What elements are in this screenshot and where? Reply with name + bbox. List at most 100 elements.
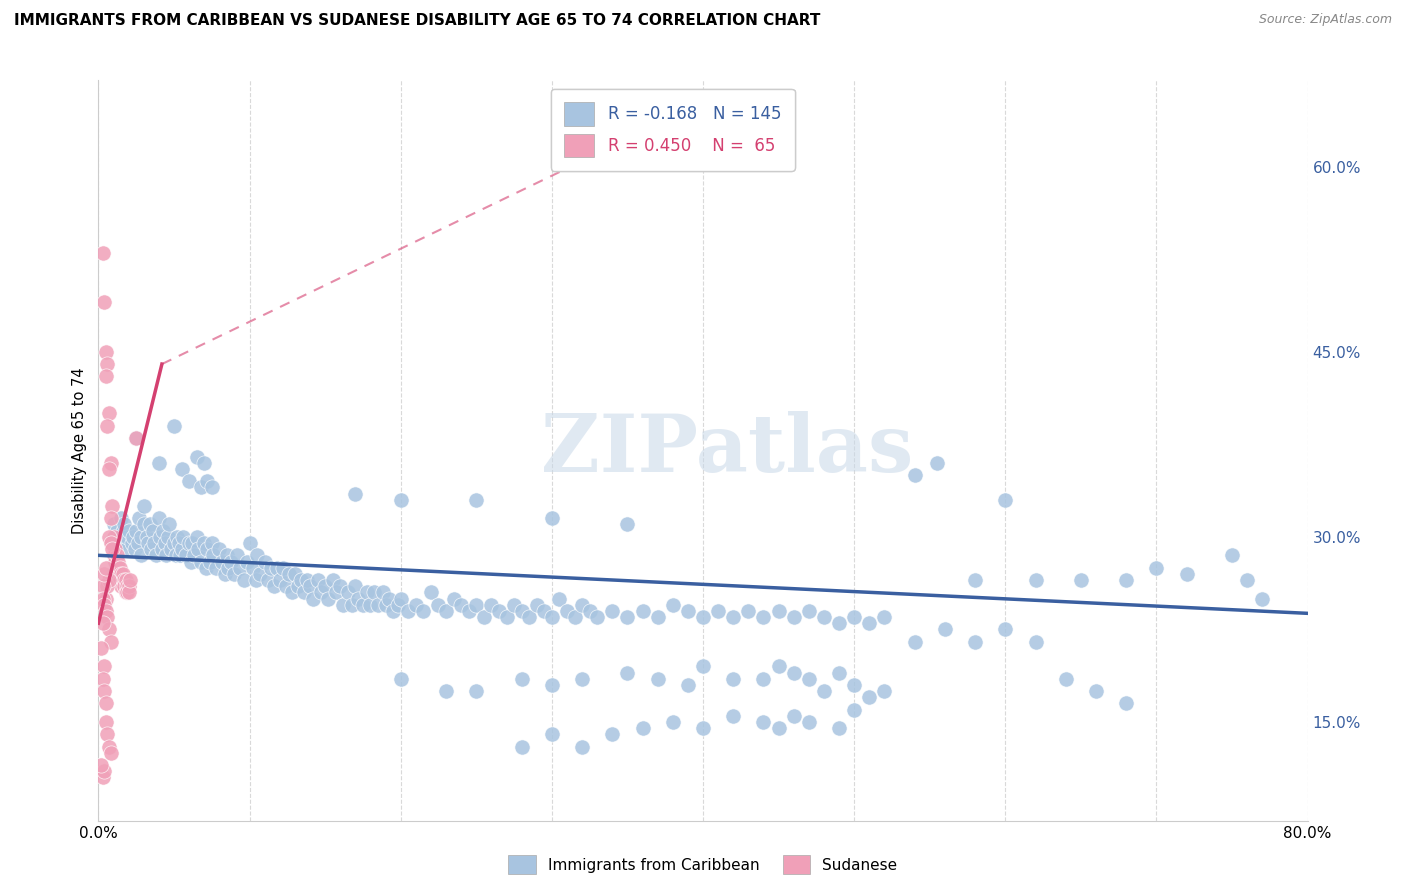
Point: [115, 579, 138, 593]
Point: [363, 585, 385, 599]
Point: [495, 610, 517, 624]
Point: [377, 591, 399, 606]
Point: [114, 585, 136, 599]
Point: [193, 536, 215, 550]
Point: [170, 542, 193, 557]
Point: [167, 536, 190, 550]
Point: [93, 684, 115, 698]
Point: [107, 555, 129, 569]
Point: [208, 542, 231, 557]
Point: [190, 481, 212, 495]
Point: [125, 431, 148, 445]
Point: [374, 598, 396, 612]
Point: [211, 555, 233, 569]
Point: [342, 598, 364, 612]
Point: [127, 536, 149, 550]
Point: [309, 585, 332, 599]
Point: [387, 598, 409, 612]
Point: [347, 591, 370, 606]
Point: [200, 555, 222, 569]
Point: [156, 530, 179, 544]
Point: [125, 524, 148, 538]
Point: [316, 591, 339, 606]
Point: [217, 560, 239, 574]
Point: [292, 585, 315, 599]
Point: [96, 727, 118, 741]
Point: [927, 456, 949, 470]
Point: [229, 560, 252, 574]
Point: [111, 566, 134, 581]
Legend: R = -0.168   N = 145, R = 0.450    N =  65: R = -0.168 N = 145, R = 0.450 N = 65: [551, 88, 794, 170]
Point: [647, 672, 669, 686]
Point: [91, 591, 114, 606]
Point: [239, 536, 262, 550]
Point: [215, 549, 238, 563]
Point: [98, 623, 121, 637]
Point: [93, 659, 115, 673]
Point: [98, 407, 121, 421]
Point: [540, 511, 562, 525]
Point: [260, 560, 283, 574]
Point: [367, 598, 389, 612]
Point: [245, 573, 267, 587]
Point: [287, 579, 309, 593]
Point: [100, 746, 122, 760]
Point: [616, 610, 638, 624]
Point: [91, 579, 114, 593]
Point: [101, 542, 124, 557]
Point: [253, 555, 276, 569]
Point: [783, 610, 806, 624]
Point: [389, 591, 412, 606]
Point: [181, 536, 204, 550]
Point: [336, 585, 359, 599]
Point: [631, 721, 654, 735]
Point: [360, 598, 382, 612]
Point: [125, 431, 148, 445]
Point: [768, 659, 790, 673]
Point: [844, 703, 866, 717]
Point: [111, 524, 134, 538]
Point: [93, 566, 115, 581]
Point: [165, 549, 187, 563]
Point: [783, 708, 806, 723]
Point: [571, 672, 593, 686]
Text: Source: ZipAtlas.com: Source: ZipAtlas.com: [1258, 13, 1392, 27]
Point: [194, 560, 217, 574]
Point: [90, 758, 112, 772]
Point: [1115, 573, 1137, 587]
Point: [105, 524, 128, 538]
Point: [108, 573, 131, 587]
Point: [105, 549, 128, 563]
Point: [232, 573, 254, 587]
Point: [647, 610, 669, 624]
Point: [858, 690, 880, 705]
Point: [1220, 549, 1243, 563]
Point: [98, 739, 121, 754]
Point: [94, 369, 117, 384]
Point: [110, 511, 132, 525]
Point: [180, 555, 202, 569]
Point: [195, 475, 218, 489]
Point: [465, 598, 488, 612]
Point: [118, 579, 141, 593]
Point: [1236, 573, 1258, 587]
Point: [104, 542, 127, 557]
Point: [114, 542, 136, 557]
Point: [100, 511, 122, 525]
Point: [290, 573, 312, 587]
Point: [813, 610, 835, 624]
Point: [103, 549, 125, 563]
Point: [159, 517, 181, 532]
Point: [934, 623, 956, 637]
Point: [187, 542, 209, 557]
Text: ZIPatlas: ZIPatlas: [541, 411, 914, 490]
Point: [118, 524, 141, 538]
Point: [382, 604, 405, 618]
Point: [115, 585, 138, 599]
Point: [616, 517, 638, 532]
Point: [510, 672, 533, 686]
Point: [420, 585, 443, 599]
Point: [752, 610, 775, 624]
Point: [517, 610, 540, 624]
Point: [128, 511, 150, 525]
